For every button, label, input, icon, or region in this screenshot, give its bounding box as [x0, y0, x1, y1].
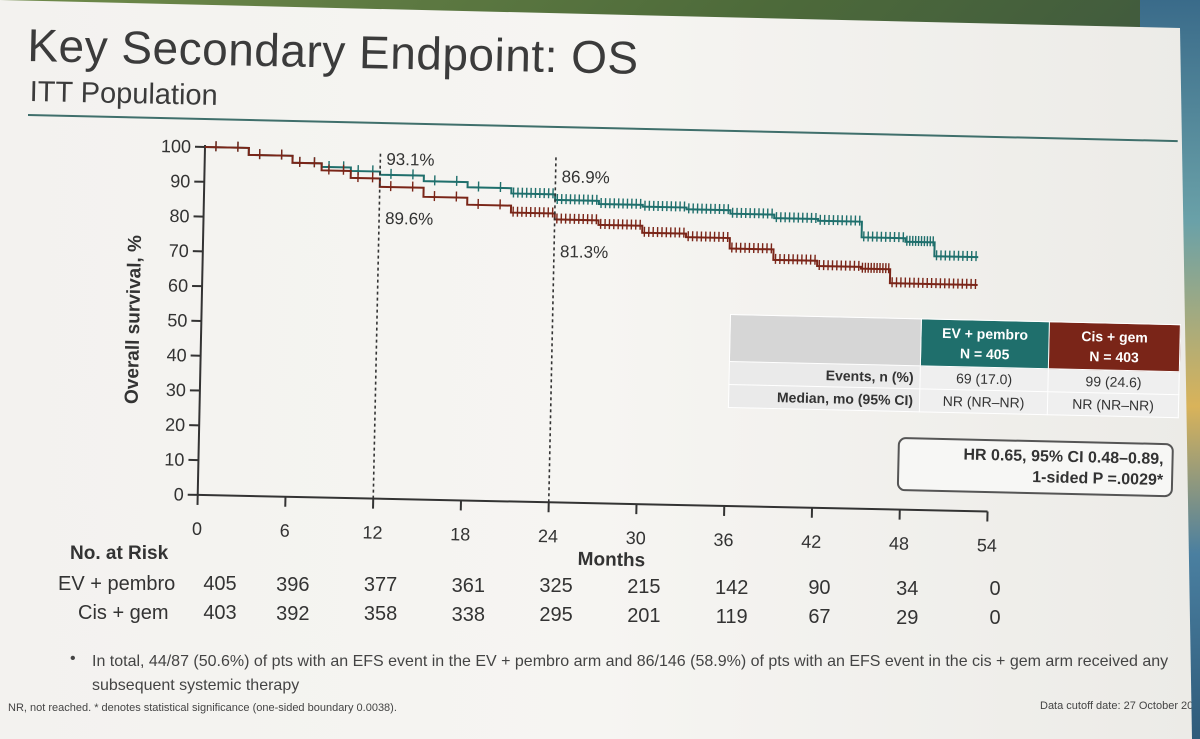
risk-value: 142: [714, 576, 749, 599]
risk-row-label: EV + pembro: [58, 573, 176, 595]
risk-value: 67: [808, 606, 831, 629]
risk-table-title: No. at Risk: [70, 543, 169, 564]
y-tick-label: 20: [165, 415, 185, 435]
summary-cell-cis: NR (NR–NR): [1047, 391, 1179, 418]
risk-value: 0: [989, 578, 1001, 601]
summary-header-ev-n: N = 405: [959, 345, 1010, 363]
risk-value: 361: [451, 574, 486, 597]
risk-value: 90: [808, 577, 831, 600]
risk-value: 0: [989, 607, 1001, 630]
x-tick-label: 54: [977, 535, 997, 555]
risk-value: 358: [363, 603, 398, 626]
x-axis-line: [197, 493, 988, 513]
footnote-bullet: •: [70, 650, 76, 667]
x-tick-label: 0: [192, 519, 202, 539]
x-tick-label: 12: [362, 522, 382, 542]
risk-value: 396: [276, 573, 310, 596]
summary-cell-cis: 99 (24.6): [1047, 368, 1180, 395]
risk-value: 377: [363, 574, 398, 597]
risk-value: 119: [715, 605, 748, 628]
risk-value: 405: [203, 573, 237, 595]
risk-value: 34: [896, 577, 919, 600]
x-tick-label: 42: [801, 532, 821, 552]
summary-cell-ev: NR (NR–NR): [919, 388, 1048, 415]
y-tick-label: 100: [161, 136, 191, 157]
y-tick-label: 40: [166, 345, 186, 365]
risk-value: 325: [539, 575, 573, 598]
landmark-label: 81.3%: [560, 242, 609, 262]
y-tick-label: 50: [167, 310, 187, 330]
x-tick-label: 6: [280, 521, 290, 541]
risk-row-label: Cis + gem: [78, 602, 169, 624]
abbreviation-note: NR, not reached. * denotes statistical s…: [8, 702, 397, 714]
risk-value: 338: [451, 603, 486, 626]
summary-header-cis-name: Cis + gem: [1081, 327, 1149, 346]
summary-table: EV + pembro N = 405 Cis + gem N = 403 Ev…: [728, 314, 1181, 418]
x-tick-label: 48: [889, 533, 909, 553]
landmark-line-12mo: [372, 153, 382, 499]
data-cutoff-note: Data cutoff date: 27 October 20: [1040, 700, 1194, 712]
y-tick-label: 30: [166, 380, 186, 400]
y-tick-label: 60: [168, 275, 188, 295]
hazard-ratio-box: HR 0.65, 95% CI 0.48–0.89, 1-sided P =.0…: [896, 437, 1174, 498]
hazard-ratio-text: HR 0.65, 95% CI 0.48–0.89,: [963, 446, 1164, 469]
x-tick-label: 36: [713, 530, 733, 550]
summary-cell-ev: 69 (17.0): [919, 365, 1049, 392]
y-tick-label: 10: [164, 449, 184, 469]
summary-header-ev-name: EV + pembro: [941, 324, 1029, 343]
landmark-label: 89.6%: [385, 209, 434, 229]
ev-pembro-curve: [204, 146, 979, 259]
risk-value: 295: [539, 604, 573, 627]
risk-value: 215: [627, 576, 661, 598]
x-tick-label: 24: [538, 526, 558, 546]
y-tick-label: 80: [169, 206, 189, 226]
summary-header-blank: [729, 314, 922, 366]
y-tick-label: 0: [173, 484, 183, 504]
x-tick-label: 18: [450, 524, 470, 544]
risk-value: 201: [627, 605, 661, 627]
summary-row-label: Median, mo (95% CI): [728, 384, 920, 412]
summary-header-cis: Cis + gem N = 403: [1048, 321, 1181, 372]
landmark-label: 93.1%: [386, 150, 435, 170]
x-axis-title: Months: [577, 549, 645, 571]
risk-value: 392: [276, 602, 310, 625]
y-tick-label: 90: [170, 171, 190, 191]
x-tick-label: 30: [626, 528, 646, 548]
p-value-text: 1-sided P =.0029*: [1032, 469, 1164, 490]
landmark-label: 86.9%: [561, 167, 610, 187]
y-tick-label: 70: [169, 241, 189, 261]
footnote-text: In total, 44/87 (50.6%) of pts with an E…: [92, 653, 1169, 694]
risk-value: 403: [203, 602, 237, 624]
summary-header-ev: EV + pembro N = 405: [920, 318, 1050, 369]
summary-header-cis-n: N = 403: [1089, 348, 1140, 366]
risk-value: 29: [896, 606, 919, 629]
y-axis-title: Overall survival, %: [122, 235, 147, 404]
